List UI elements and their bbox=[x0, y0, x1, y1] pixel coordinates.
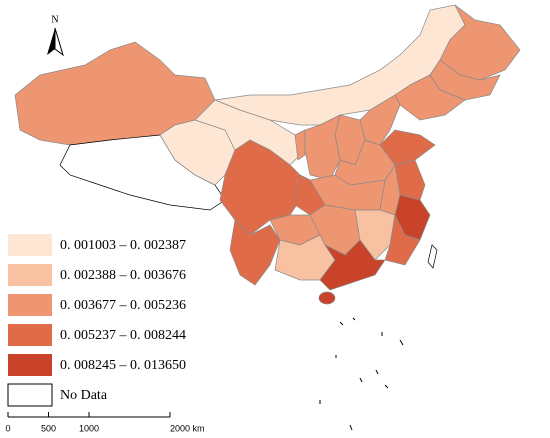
legend-swatch bbox=[8, 324, 52, 346]
scale-label: 1000 bbox=[79, 423, 99, 433]
region bbox=[229, 219, 281, 286]
scale-label: 0 bbox=[5, 423, 10, 433]
provinces bbox=[14, 4, 521, 305]
scale-label: 500 bbox=[41, 423, 56, 433]
legend: 0. 001003 – 0. 002387 0. 002388 – 0. 0036… bbox=[7, 234, 186, 407]
legend-swatch bbox=[8, 354, 52, 376]
north-arrow: N bbox=[47, 14, 64, 57]
region bbox=[427, 244, 438, 269]
region bbox=[384, 213, 421, 266]
legend-label: 0. 002388 – 0. 003676 bbox=[60, 268, 186, 283]
legend-swatch bbox=[8, 294, 52, 316]
region bbox=[319, 239, 386, 291]
legend-swatch bbox=[7, 383, 53, 407]
region bbox=[294, 129, 306, 161]
arrow-right bbox=[54, 27, 64, 57]
region bbox=[59, 134, 226, 211]
legend-label: 0. 001003 – 0. 002387 bbox=[60, 238, 186, 253]
legend-swatch bbox=[8, 234, 52, 256]
islands bbox=[319, 317, 404, 431]
north-label: N bbox=[51, 14, 58, 25]
scale-label: 2000 km bbox=[170, 423, 205, 433]
scale-bar: 0 500 1000 2000 km bbox=[5, 412, 205, 433]
legend-label: 0. 003677 – 0. 005236 bbox=[60, 298, 186, 313]
legend-label: No Data bbox=[60, 388, 108, 403]
legend-swatch bbox=[8, 264, 52, 286]
arrow-left bbox=[47, 28, 55, 55]
legend-label: 0. 005237 – 0. 008244 bbox=[60, 328, 186, 343]
region bbox=[318, 291, 336, 305]
legend-label: 0. 008245 – 0. 013650 bbox=[60, 358, 186, 373]
